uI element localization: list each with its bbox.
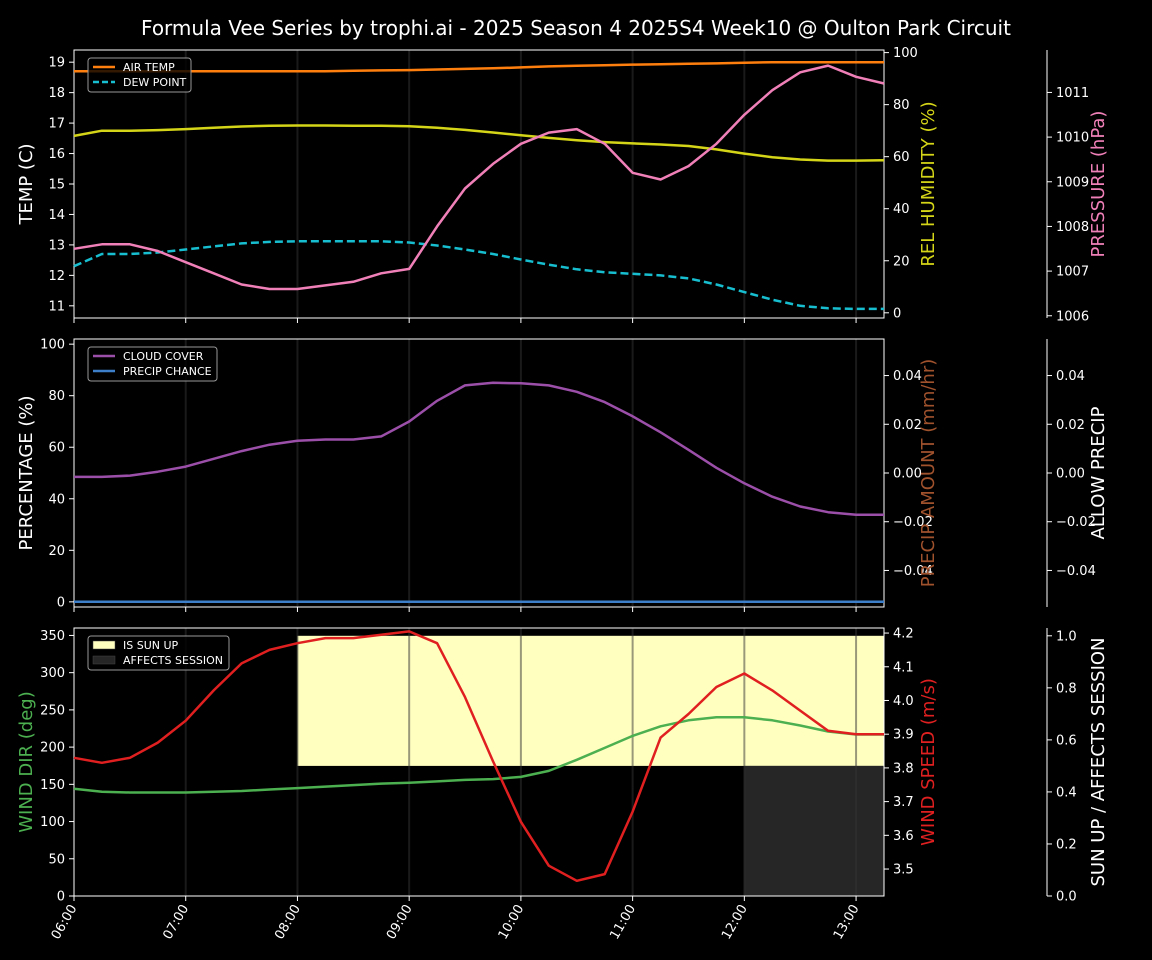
- y-tick-label: 1010: [1056, 131, 1089, 146]
- y-tick-label: 60: [48, 441, 65, 456]
- y-tick-label: 100: [40, 338, 65, 353]
- y-tick-label: 3.6: [893, 829, 914, 844]
- axis-label-far-right: ALLOW PRECIP: [1088, 406, 1109, 539]
- y-tick-label: 20: [48, 544, 65, 559]
- axis-label-far-right: SUN UP / AFFECTS SESSION: [1088, 637, 1109, 886]
- legend-label: CLOUD COVER: [123, 350, 204, 363]
- y-tick-label: 0: [57, 890, 65, 905]
- series-line-cloud-cover: [74, 381, 884, 516]
- y-tick-label: 3.9: [893, 728, 914, 743]
- y-tick-label: 18: [48, 86, 65, 101]
- y-tick-label: 200: [40, 741, 65, 756]
- y-tick-label: 300: [40, 666, 65, 681]
- y-tick-label: 3.8: [893, 761, 914, 776]
- y-tick-label: 3.5: [893, 863, 914, 878]
- x-tick-label: 08:00: [272, 902, 304, 942]
- y-tick-label: 13: [48, 238, 65, 253]
- y-tick-label: 20: [893, 254, 910, 269]
- y-tick-label: 17: [48, 117, 65, 132]
- y-tick-label: 0.2: [1056, 837, 1077, 852]
- x-tick-label: 11:00: [607, 902, 639, 942]
- y-tick-label: 0.02: [893, 418, 922, 433]
- y-tick-label: 1011: [1056, 86, 1089, 101]
- y-tick-label: −0.02: [1056, 515, 1096, 530]
- y-tick-label: 0.04: [893, 369, 922, 384]
- axis-label-right: PRECIP AMOUNT (mm/hr): [918, 359, 939, 588]
- y-tick-label: 1.0: [1056, 629, 1077, 644]
- y-tick-label: 0.00: [1056, 467, 1085, 482]
- y-tick-label: 4.1: [893, 660, 914, 675]
- x-tick-label: 07:00: [160, 902, 192, 942]
- legend-swatch: [92, 655, 116, 665]
- y-tick-label: 80: [893, 98, 910, 113]
- y-tick-label: 3.7: [893, 795, 914, 810]
- y-tick-label: −0.02: [893, 515, 933, 530]
- legend-box: [87, 635, 230, 671]
- y-tick-label: 1006: [1056, 309, 1089, 324]
- y-tick-label: −0.04: [893, 564, 933, 579]
- legend-swatch: [92, 640, 116, 650]
- chart-title: Formula Vee Series by trophi.ai - 2025 S…: [141, 16, 1011, 40]
- y-tick-label: 19: [48, 56, 65, 71]
- y-tick-label: 0.8: [1056, 681, 1077, 696]
- series-line-wind-dir: [73, 716, 884, 794]
- y-tick-label: 60: [893, 150, 910, 165]
- y-tick-label: −0.04: [1056, 564, 1096, 579]
- y-tick-label: 50: [48, 852, 65, 867]
- y-tick-label: 4.0: [893, 694, 914, 709]
- legend-box: [87, 346, 218, 382]
- y-tick-label: 350: [40, 629, 65, 644]
- x-tick-label: 12:00: [719, 902, 751, 942]
- axis-label-left: TEMP (C): [16, 143, 37, 225]
- y-tick-label: 1008: [1056, 220, 1089, 235]
- legend-label: IS SUN UP: [123, 639, 179, 652]
- axis-label-right: WIND SPEED (m/s): [918, 678, 939, 846]
- y-tick-label: 150: [40, 778, 65, 793]
- y-tick-label: 14: [48, 208, 65, 223]
- series-line-wind-speed: [73, 630, 884, 883]
- y-tick-label: 4.2: [893, 627, 914, 642]
- y-tick-label: 0.6: [1056, 733, 1077, 748]
- x-tick-label: 10:00: [496, 902, 528, 942]
- y-tick-label: 0.02: [1056, 418, 1085, 433]
- axis-label-far-right: PRESSURE (hPa): [1088, 111, 1109, 258]
- legend-label: AIR TEMP: [123, 61, 175, 74]
- y-tick-label: 0.4: [1056, 785, 1077, 800]
- series-line-pressure: [73, 64, 885, 291]
- y-tick-label: 100: [893, 46, 918, 61]
- legend-label: AFFECTS SESSION: [123, 654, 223, 667]
- y-tick-label: 1007: [1056, 265, 1089, 280]
- y-tick-label: 12: [48, 269, 65, 284]
- y-tick-label: 0.00: [893, 467, 922, 482]
- panel-frame: [73, 49, 885, 319]
- y-tick-label: 11: [48, 299, 65, 314]
- y-tick-label: 0.0: [1056, 890, 1077, 905]
- y-tick-label: 0: [57, 595, 65, 610]
- y-tick-label: 100: [40, 815, 65, 830]
- x-tick-label: 13:00: [831, 902, 863, 942]
- axis-label-left: PERCENTAGE (%): [16, 395, 37, 550]
- y-tick-label: 250: [40, 703, 65, 718]
- region-is-sun-up: [297, 635, 885, 766]
- legend-label: DEW POINT: [123, 76, 187, 89]
- axis-label-left: WIND DIR (deg): [16, 691, 37, 833]
- x-tick-label: 06:00: [49, 902, 81, 942]
- y-tick-label: 80: [48, 389, 65, 404]
- region-affects-session: [744, 765, 884, 896]
- y-tick-label: 15: [48, 178, 65, 193]
- legend-label: PRECIP CHANCE: [123, 365, 212, 378]
- axis-label-right: REL HUMIDITY (%): [918, 101, 939, 266]
- panel-frame: [73, 627, 885, 897]
- series-line-dew-point: [73, 240, 884, 311]
- series-line-rel-humidity: [73, 124, 885, 162]
- y-tick-label: 1009: [1056, 175, 1089, 190]
- series-line-air-temp: [74, 60, 884, 73]
- y-tick-label: 40: [48, 492, 65, 507]
- y-tick-label: 0.04: [1056, 369, 1085, 384]
- y-tick-label: 40: [893, 202, 910, 217]
- x-tick-label: 09:00: [384, 902, 416, 942]
- y-tick-label: 16: [48, 147, 65, 162]
- y-tick-label: 0: [893, 306, 901, 321]
